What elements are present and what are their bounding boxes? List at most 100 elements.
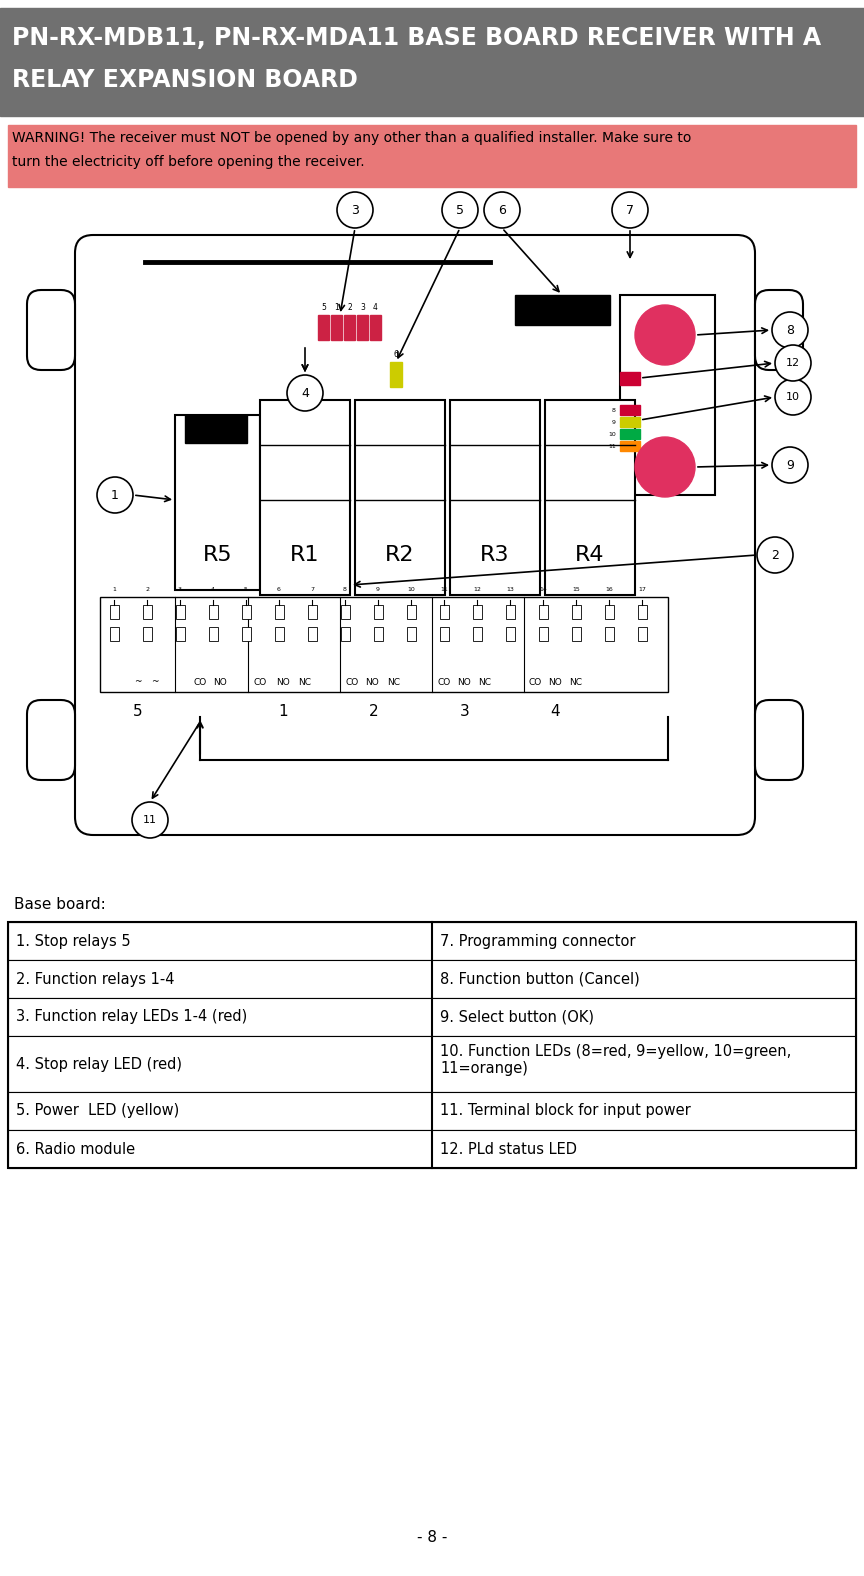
Text: NO: NO <box>276 678 290 687</box>
Text: CO: CO <box>529 678 542 687</box>
Circle shape <box>612 192 648 229</box>
Text: 5: 5 <box>456 203 464 216</box>
Text: CO: CO <box>437 678 451 687</box>
Text: 11. Terminal block for input power: 11. Terminal block for input power <box>440 1103 690 1119</box>
Text: 9. Select button (OK): 9. Select button (OK) <box>440 1010 594 1024</box>
Bar <box>638 627 647 641</box>
Bar <box>341 627 350 641</box>
Bar <box>275 627 284 641</box>
Text: 2: 2 <box>347 303 352 312</box>
Text: 2: 2 <box>369 704 378 719</box>
Text: 5: 5 <box>244 586 248 593</box>
FancyBboxPatch shape <box>755 290 803 370</box>
Text: RELAY EXPANSION BOARD: RELAY EXPANSION BOARD <box>12 68 358 91</box>
Bar <box>175 414 260 589</box>
Text: 7: 7 <box>310 586 314 593</box>
Circle shape <box>772 312 808 348</box>
Text: 1: 1 <box>112 586 116 593</box>
Bar <box>8 1130 856 1168</box>
Bar <box>620 418 640 427</box>
Text: 3. Function relay LEDs 1-4 (red): 3. Function relay LEDs 1-4 (red) <box>16 1010 247 1024</box>
Text: 15: 15 <box>572 586 580 593</box>
Bar <box>110 627 119 641</box>
Text: 10: 10 <box>407 586 415 593</box>
Bar <box>100 597 668 692</box>
Text: CO: CO <box>346 678 359 687</box>
Text: 6: 6 <box>277 586 281 593</box>
Bar <box>308 605 317 619</box>
Bar <box>440 605 449 619</box>
Text: R3: R3 <box>480 545 510 566</box>
Text: NO: NO <box>548 678 562 687</box>
Circle shape <box>757 537 793 574</box>
FancyBboxPatch shape <box>755 700 803 780</box>
Bar <box>209 627 218 641</box>
Circle shape <box>287 375 323 411</box>
Circle shape <box>635 306 695 366</box>
Bar <box>176 627 185 641</box>
Text: 5. Power  LED (yellow): 5. Power LED (yellow) <box>16 1103 179 1119</box>
Text: 13: 13 <box>506 586 514 593</box>
Circle shape <box>775 378 811 414</box>
FancyBboxPatch shape <box>27 290 75 370</box>
Circle shape <box>97 478 133 514</box>
Bar <box>8 922 856 1168</box>
Text: 9: 9 <box>786 459 794 471</box>
Bar <box>110 605 119 619</box>
Bar <box>143 605 152 619</box>
Text: 4. Stop relay LED (red): 4. Stop relay LED (red) <box>16 1056 182 1072</box>
Bar <box>539 605 548 619</box>
Bar <box>572 627 581 641</box>
Text: R2: R2 <box>385 545 415 566</box>
Bar <box>185 414 247 443</box>
Text: PN-RX-MDB11, PN-RX-MDA11 BASE BOARD RECEIVER WITH A: PN-RX-MDB11, PN-RX-MDA11 BASE BOARD RECE… <box>12 25 821 50</box>
Bar <box>8 125 856 188</box>
Bar <box>539 627 548 641</box>
Bar <box>242 605 251 619</box>
Text: 10: 10 <box>786 392 800 402</box>
Text: - 8 -: - 8 - <box>416 1530 448 1544</box>
Bar <box>545 400 635 596</box>
Text: 6. Radio module: 6. Radio module <box>16 1141 135 1157</box>
Text: 3: 3 <box>360 303 365 312</box>
Text: 12: 12 <box>473 586 481 593</box>
Text: 14: 14 <box>539 586 547 593</box>
Text: 1: 1 <box>334 303 339 312</box>
FancyBboxPatch shape <box>75 235 755 835</box>
Text: 8. Function button (Cancel): 8. Function button (Cancel) <box>440 971 639 987</box>
Text: 4: 4 <box>211 586 215 593</box>
Bar <box>308 627 317 641</box>
Text: NC: NC <box>569 678 582 687</box>
Bar <box>209 605 218 619</box>
Text: 4: 4 <box>373 303 378 312</box>
Text: ~: ~ <box>134 678 142 687</box>
Bar <box>355 400 445 596</box>
Bar <box>143 627 152 641</box>
Bar <box>440 627 449 641</box>
Text: 12: 12 <box>786 358 800 369</box>
Text: 16: 16 <box>605 586 613 593</box>
Text: NC: NC <box>479 678 492 687</box>
Bar <box>506 605 515 619</box>
Text: 9: 9 <box>376 586 380 593</box>
Circle shape <box>442 192 478 229</box>
Bar <box>605 627 614 641</box>
Text: NC: NC <box>298 678 312 687</box>
Text: 11: 11 <box>440 586 448 593</box>
Text: NO: NO <box>457 678 471 687</box>
Circle shape <box>775 345 811 381</box>
Circle shape <box>635 437 695 496</box>
Text: 11: 11 <box>608 443 616 449</box>
Text: 8: 8 <box>343 586 347 593</box>
Text: 1: 1 <box>111 489 119 501</box>
Text: NO: NO <box>365 678 379 687</box>
Bar <box>506 627 515 641</box>
Bar <box>374 605 383 619</box>
Bar <box>620 441 640 451</box>
Text: 5: 5 <box>321 303 326 312</box>
Text: turn the electricity off before opening the receiver.: turn the electricity off before opening … <box>12 154 365 169</box>
Text: 5: 5 <box>133 704 143 719</box>
FancyBboxPatch shape <box>27 700 75 780</box>
Circle shape <box>772 448 808 482</box>
Bar <box>620 295 715 495</box>
